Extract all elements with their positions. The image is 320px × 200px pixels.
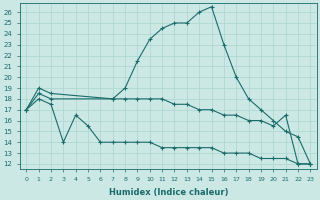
X-axis label: Humidex (Indice chaleur): Humidex (Indice chaleur) [108,188,228,197]
